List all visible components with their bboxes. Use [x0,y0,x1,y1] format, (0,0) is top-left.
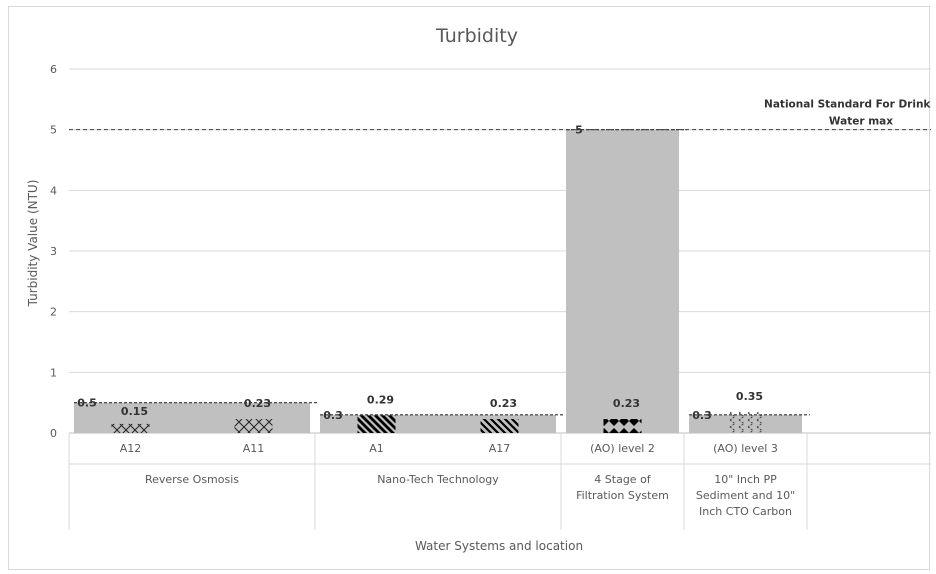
group-standard-label: 0.3 [323,409,343,422]
group-standard-label: 5 [575,124,583,137]
group-label-line: Reverse Osmosis [145,473,239,486]
data-label: 0.35 [736,390,763,403]
data-label: 0.23 [613,397,640,410]
category-label: (AO) level 3 [713,442,778,455]
group-standard-label: 0.5 [77,397,97,410]
y-tick-label: 5 [50,124,57,137]
y-tick-label: 0 [50,427,57,440]
chart-frame: Turbidity Turbidity Value (NTU) Water Sy… [8,6,931,570]
group-label-line: 10" Inch PP [714,473,777,486]
y-axis-title: Turbidity Value (NTU) [26,180,40,308]
y-tick-label: 1 [50,366,57,379]
group-label-line: 4 Stage of [594,473,652,486]
data-label: 0.23 [490,397,517,410]
x-axis-title: Water Systems and location [415,539,583,553]
y-tick-label: 2 [50,306,57,319]
group-standard-bar [566,129,679,433]
group-label: 4 Stage of Filtration System [576,473,669,502]
bar-a1 [357,415,396,433]
data-label: 0.23 [244,397,271,410]
national-standard-label: National Standard For Drinking Water max [764,99,931,128]
group-standard-label: 0.3 [692,409,712,422]
y-tick-label: 6 [50,63,57,76]
y-tick-label: 3 [50,245,57,258]
national-standard-label-line: Water max [829,116,893,128]
y-tick-label: 4 [50,184,57,197]
category-label: A1 [369,442,384,455]
group-label-line: Nano-Tech Technology [377,473,499,486]
category-label: (AO) level 2 [590,442,655,455]
group-standard-bar [74,402,310,433]
group-label: 10" Inch PP Sediment and 10" Inch CTO Carb… [696,473,795,518]
data-label: 0.15 [121,405,148,418]
group-label: Nano-Tech Technology [377,473,499,486]
turbidity-chart: Turbidity Turbidity Value (NTU) Water Sy… [26,25,931,553]
category-label: A11 [243,442,265,455]
bar-a12 [111,423,150,433]
group-label-line: Sediment and 10" [696,489,795,502]
bar-a17 [480,419,519,433]
category-label: A17 [489,442,511,455]
group-label-line: Filtration System [576,489,669,502]
group-label: Reverse Osmosis [145,473,239,486]
chart-title: Turbidity [435,25,518,47]
bar-a11 [234,419,273,433]
data-label: 0.29 [367,393,394,406]
group-standard-bar [320,414,556,433]
national-standard-label-line: National Standard For Drinking [764,99,931,111]
category-label: A12 [120,442,142,455]
group-label-line: Inch CTO Carbon [699,505,792,518]
bar--ao-level-3 [726,411,765,433]
bar--ao-level-2 [603,419,642,433]
